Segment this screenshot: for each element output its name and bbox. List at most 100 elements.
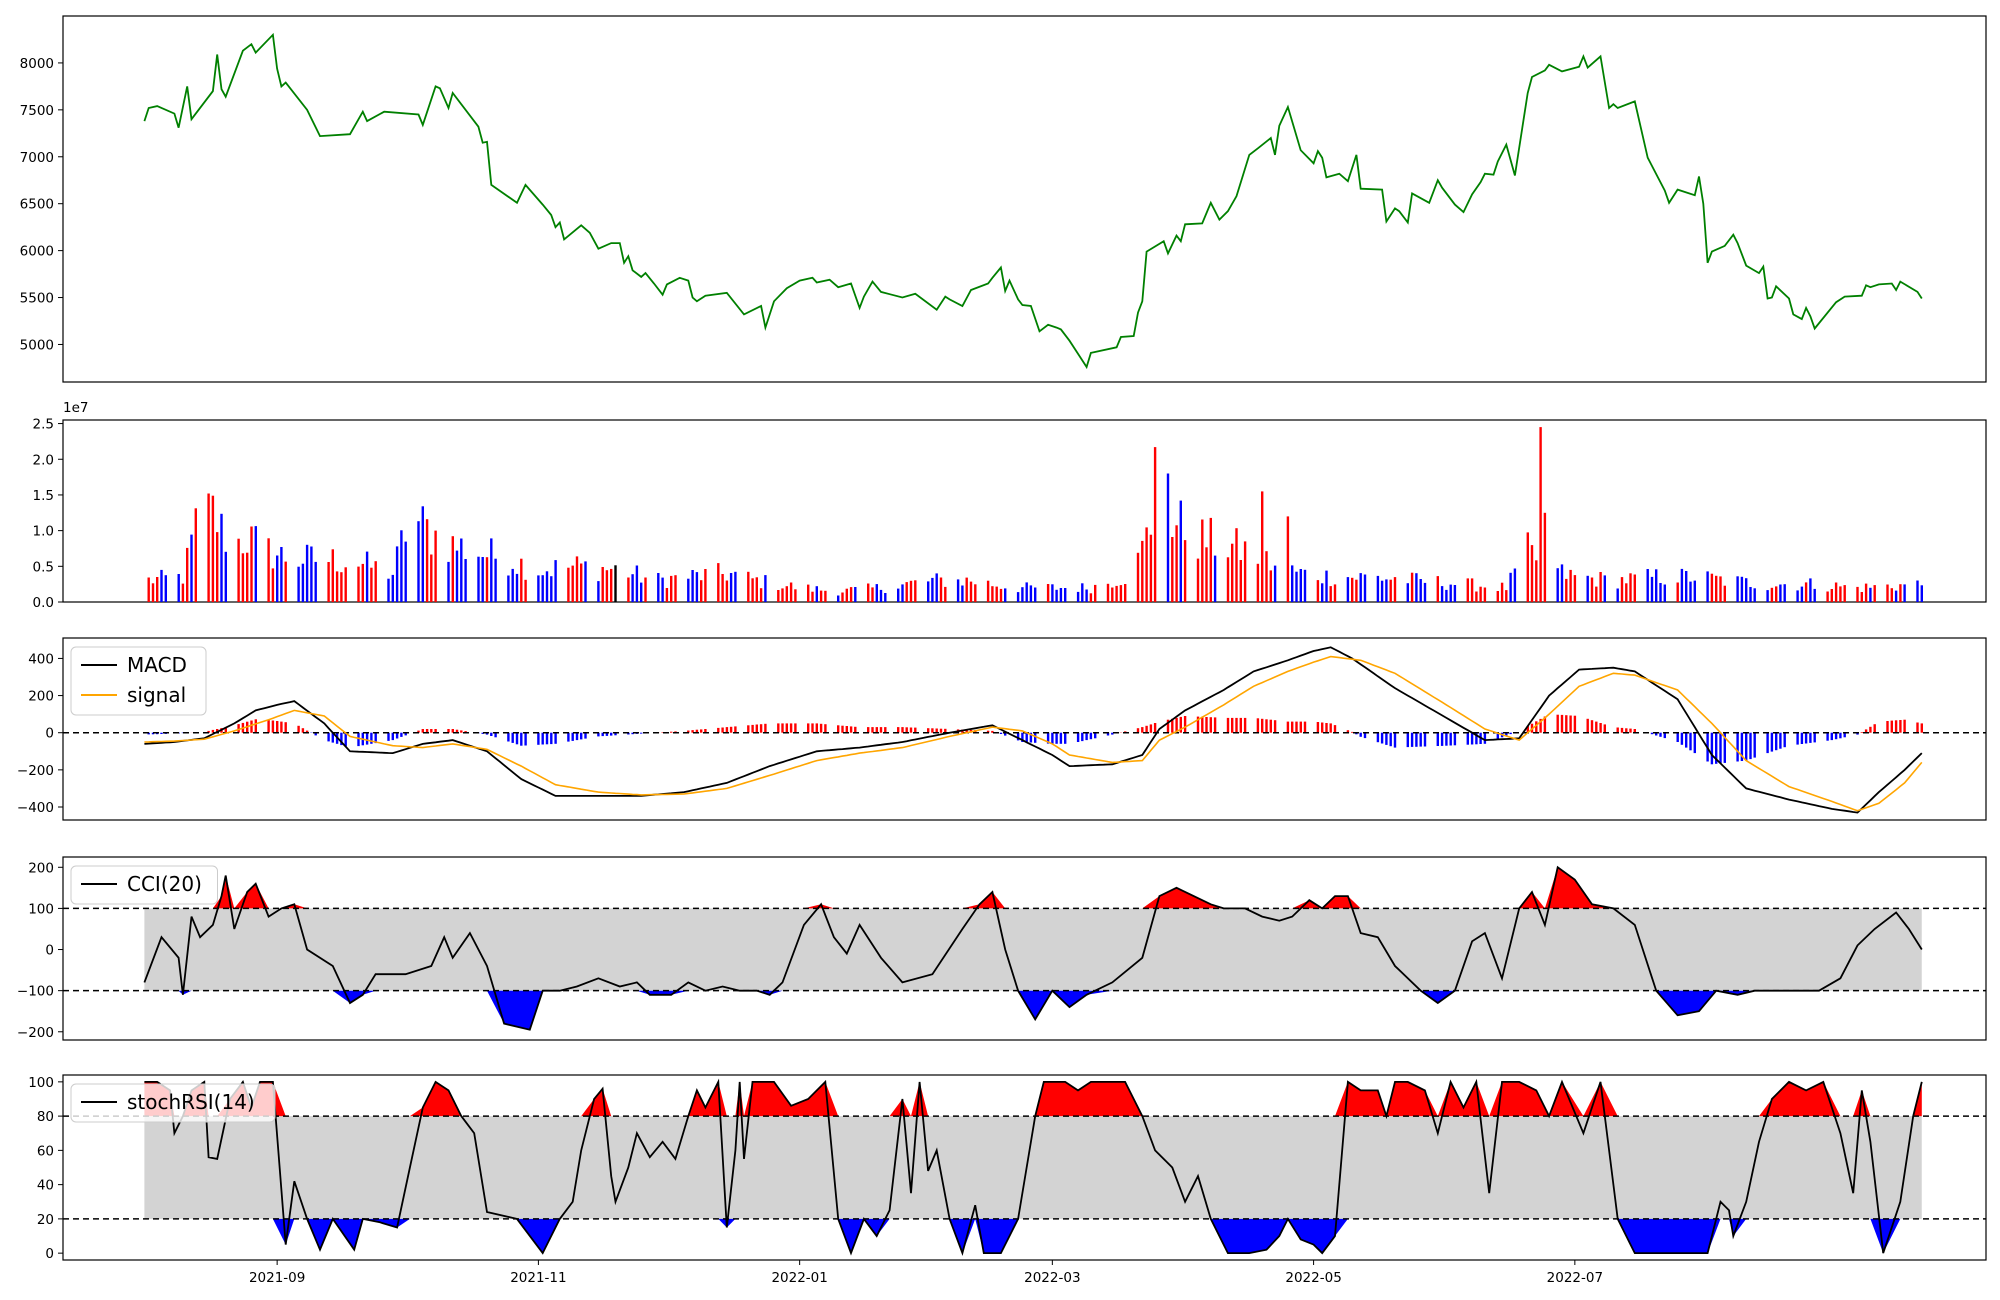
macd-line [144, 646, 1923, 814]
volume-bar [909, 580, 913, 602]
macd-histogram-bar [1749, 732, 1752, 760]
macd-histogram-bar [1809, 732, 1812, 743]
macd-histogram-bar [1620, 727, 1624, 733]
volume-bar [365, 551, 369, 602]
macd-histogram-bar [1676, 732, 1679, 742]
volume-bar [370, 567, 373, 602]
volume-bar [404, 541, 407, 602]
macd-histogram-bar [627, 732, 630, 735]
volume-bar [374, 561, 377, 602]
macd-histogram-bar [965, 729, 968, 733]
volume-bar [1599, 572, 1602, 602]
volume-bar [1899, 584, 1902, 602]
macd-histogram-bar [1543, 716, 1547, 733]
macd-histogram-bar [1663, 732, 1666, 739]
volume-bar [879, 589, 883, 602]
volume-bar [1205, 547, 1208, 602]
volume-bar [935, 573, 938, 602]
volume-bar [1916, 580, 1919, 602]
macd-histogram-bar [1886, 721, 1889, 733]
volume-bar [481, 557, 484, 602]
macd-histogram-bar [691, 730, 694, 733]
macd-histogram-bar [1081, 732, 1084, 742]
macd-histogram-bar [1333, 725, 1337, 733]
volume-bar [1239, 560, 1242, 602]
y-tick-label: 2.5 [33, 417, 54, 433]
volume-bar [961, 585, 964, 602]
macd-histogram-bar [340, 732, 343, 746]
macd-histogram-bar [1269, 719, 1272, 733]
macd-histogram-bar [1483, 732, 1487, 744]
macd-histogram-bar [837, 725, 840, 733]
macd-histogram-bar [1175, 717, 1178, 733]
volume-bar [1710, 573, 1714, 602]
volume-bar [1569, 569, 1572, 602]
volume-bar [451, 536, 454, 602]
macd-histogram-bar [460, 730, 463, 733]
macd-histogram-bar [1209, 717, 1212, 733]
macd-histogram-bar [610, 732, 613, 736]
volume-bar [511, 568, 514, 602]
macd-histogram-bar [1839, 732, 1842, 739]
volume-bar [991, 586, 994, 602]
macd-histogram-bar [1723, 732, 1726, 763]
volume-bar [849, 587, 853, 602]
volume-bar [717, 563, 720, 602]
volume-bar [1560, 564, 1564, 602]
volume-bar [819, 590, 823, 602]
x-tick-label: 2022-01 [771, 1270, 827, 1286]
volume-bar [1616, 588, 1619, 602]
volume-bar [297, 566, 300, 602]
macd-histogram-bar [1261, 718, 1264, 733]
volume-bar [524, 579, 527, 602]
volume-bar [1025, 582, 1028, 602]
volume-bar [575, 556, 579, 602]
macd-histogram-bar [1466, 732, 1469, 745]
volume-bar [211, 495, 215, 602]
macd-histogram-bar [1535, 721, 1538, 733]
macd-histogram-bar [584, 732, 587, 739]
macd-histogram-bar [1775, 732, 1778, 751]
volume-bar [537, 575, 540, 602]
volume-bar [1171, 537, 1174, 602]
volume-bar [447, 561, 450, 602]
volume-bar [1175, 525, 1178, 602]
macd-histogram-bar [661, 732, 664, 733]
plot-frame [62, 637, 1987, 821]
volume-bar [1359, 573, 1362, 602]
macd-histogram-bar [729, 726, 733, 733]
volume-bar [344, 567, 347, 602]
macd-histogram-bar [717, 727, 720, 733]
macd-histogram-bar [927, 728, 930, 733]
macd-histogram-bar [160, 732, 163, 734]
macd-histogram-bar [1560, 714, 1564, 733]
macd-histogram-bar [1153, 723, 1157, 733]
volume-bar [1111, 587, 1114, 602]
volume-bar [1783, 584, 1786, 602]
macd-histogram-bar [1055, 732, 1058, 744]
volume-bar [734, 571, 737, 602]
volume-bar [361, 563, 364, 602]
volume-bar [956, 579, 960, 602]
macd-histogram-bar [1321, 722, 1324, 733]
volume-bar [1021, 587, 1024, 602]
volume-bar [1685, 571, 1688, 602]
volume-bar [1775, 586, 1778, 602]
volume-bar [1351, 577, 1354, 602]
macd-histogram-bar [297, 725, 300, 733]
volume-bar [1329, 586, 1332, 602]
macd-histogram-bar [267, 720, 270, 733]
macd-histogram-bar [777, 723, 780, 733]
macd-histogram-bar [327, 732, 330, 742]
volume-bar [1209, 517, 1212, 602]
macd-histogram-bar [935, 728, 938, 733]
volume-bar [995, 586, 998, 602]
macd-histogram-bar [1869, 726, 1872, 733]
macd-histogram-bar [1475, 732, 1478, 745]
volume-bar [1286, 516, 1290, 602]
volume-bar [1004, 588, 1007, 602]
volume-bar [631, 574, 634, 602]
volume-bar [276, 555, 279, 602]
macd-histogram-bar [854, 726, 857, 733]
volume-bar [1440, 586, 1444, 602]
